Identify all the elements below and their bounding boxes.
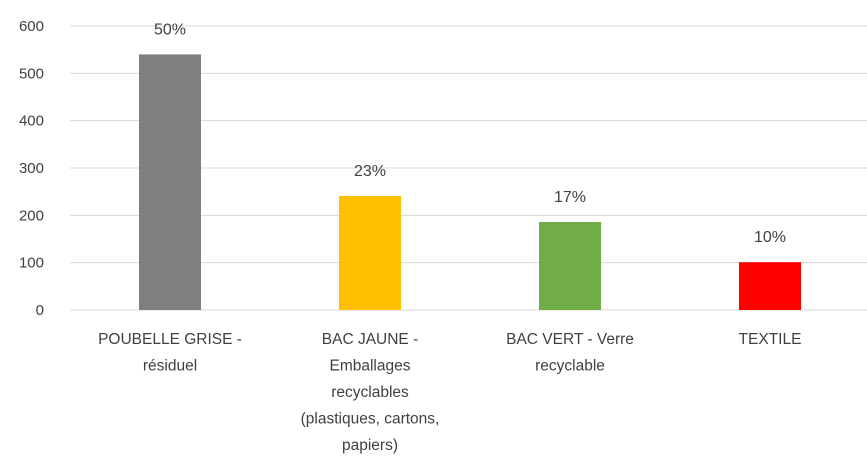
x-category-label-line: Emballages	[330, 358, 411, 375]
gridlines	[70, 25, 867, 311]
x-category-label-line: (plastiques, cartons,	[301, 411, 440, 428]
y-tick-label: 0	[36, 302, 44, 319]
bar	[339, 195, 401, 310]
x-category-label-line: résiduel	[143, 358, 197, 375]
x-category-label-line: TEXTILE	[739, 331, 802, 348]
x-category-label: BAC VERT - Verre recyclable	[506, 331, 634, 375]
data-label: 17%	[554, 189, 586, 206]
x-category-label: TEXTILE	[739, 331, 802, 348]
y-tick-label: 300	[19, 160, 44, 177]
data-label: 50%	[154, 21, 186, 38]
x-category-label: POUBELLE GRISE - résiduel	[98, 331, 242, 375]
y-axis: 0 100 200 300 400 500 600	[19, 18, 44, 319]
data-label: 10%	[754, 229, 786, 246]
y-tick-label: 400	[19, 113, 44, 130]
x-category-label: BAC JAUNE - Emballages recyclables (plastiq…	[301, 331, 440, 454]
x-category-label-line: recyclable	[535, 358, 605, 375]
data-label: 23%	[354, 163, 386, 180]
bars	[139, 54, 801, 311]
x-category-label-line: papiers)	[342, 437, 398, 454]
x-category-label-line: BAC JAUNE -	[322, 331, 418, 348]
bar	[739, 262, 801, 310]
data-labels: 50% 23% 17% 10%	[154, 21, 786, 246]
y-tick-label: 200	[19, 207, 44, 224]
x-category-label-line: BAC VERT - Verre	[506, 331, 634, 348]
bar	[539, 221, 601, 310]
y-tick-label: 500	[19, 65, 44, 82]
x-category-label-line: recyclables	[331, 384, 409, 401]
bar	[139, 54, 201, 311]
y-tick-label: 600	[19, 18, 44, 35]
y-tick-label: 100	[19, 255, 44, 272]
x-axis-labels: POUBELLE GRISE - résiduel BAC JAUNE - Embal…	[98, 331, 801, 454]
x-category-label-line: POUBELLE GRISE -	[98, 331, 242, 348]
